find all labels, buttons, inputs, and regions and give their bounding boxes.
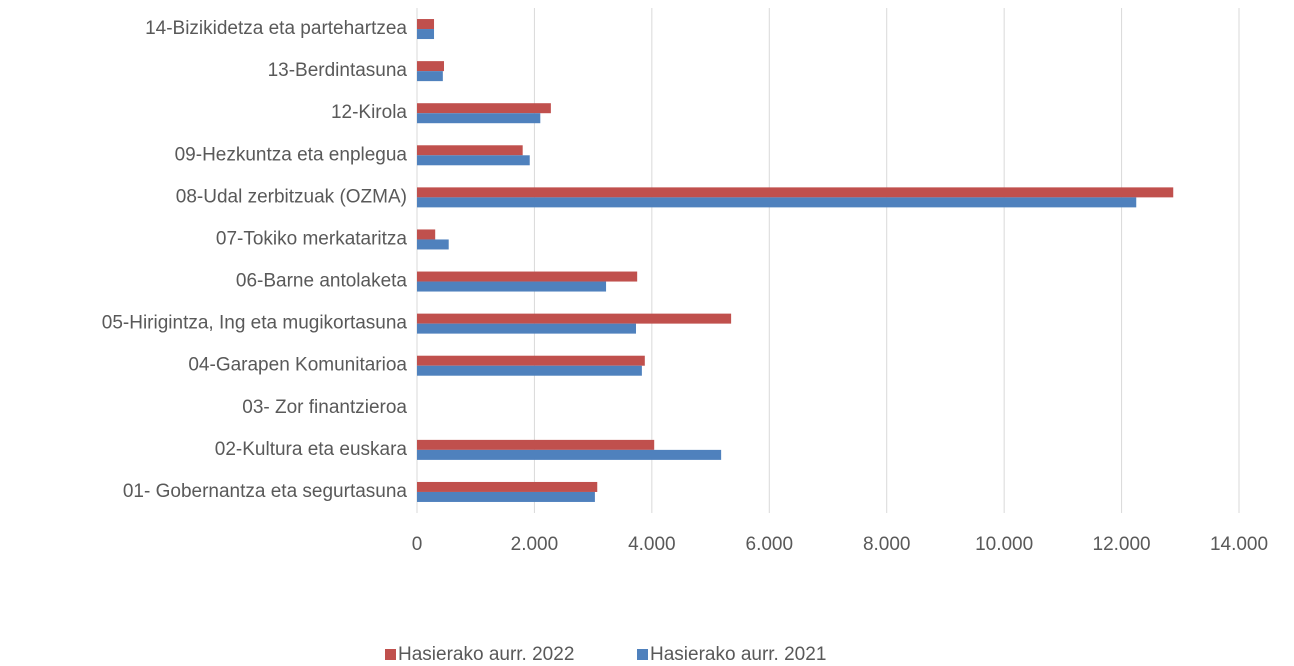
y-tick-label: 05-Hirigintza, Ing eta mugikortasuna (102, 313, 408, 334)
legend-swatch (637, 649, 648, 660)
bar (417, 103, 551, 114)
y-tick-label: 01- Gobernantza eta segurtasuna (123, 481, 408, 502)
x-tick-label: 12.000 (1093, 534, 1151, 555)
x-tick-label: 10.000 (975, 534, 1033, 555)
bar (417, 439, 655, 450)
y-tick-label: 13-Berdintasuna (268, 60, 408, 81)
bar (417, 271, 638, 282)
bar (417, 197, 1137, 208)
bar (417, 229, 436, 240)
y-tick-label: 09-Hezkuntza eta enplegua (175, 144, 408, 165)
bar (417, 281, 607, 292)
legend-label: Hasierako aurr. 2021 (650, 644, 826, 665)
x-tick-label: 4.000 (628, 534, 676, 555)
y-tick-label: 12-Kirola (331, 102, 407, 123)
bar (417, 61, 445, 72)
bar (417, 481, 598, 492)
bar (417, 491, 595, 502)
bar (417, 365, 642, 376)
y-tick-label: 08-Udal zerbitzuak (OZMA) (176, 186, 407, 207)
legend-label: Hasierako aurr. 2022 (398, 644, 574, 665)
x-tick-label: 8.000 (863, 534, 911, 555)
y-tick-label: 04-Garapen Komunitarioa (188, 355, 407, 376)
x-tick-label: 6.000 (746, 534, 794, 555)
x-tick-label: 14.000 (1210, 534, 1268, 555)
x-tick-label: 2.000 (511, 534, 559, 555)
bar (417, 155, 530, 166)
bar (417, 29, 435, 40)
bar (417, 187, 1174, 198)
legend-swatch (385, 649, 396, 660)
y-tick-label: 14-Bizikidetza eta partehartzea (145, 18, 407, 39)
bar (417, 449, 722, 460)
bar (417, 145, 523, 156)
bar (417, 113, 541, 124)
bar (417, 355, 645, 366)
x-tick-label: 0 (412, 534, 423, 555)
bar (417, 313, 732, 324)
y-tick-label: 03- Zor finantzieroa (242, 397, 407, 418)
bar (417, 239, 449, 250)
y-tick-label: 07-Tokiko merkataritza (216, 228, 408, 249)
y-tick-label: 02-Kultura eta euskara (215, 439, 408, 460)
bar (417, 19, 435, 30)
bar (417, 323, 637, 334)
y-tick-label: 06-Barne antolaketa (236, 271, 408, 292)
bar (417, 71, 443, 82)
